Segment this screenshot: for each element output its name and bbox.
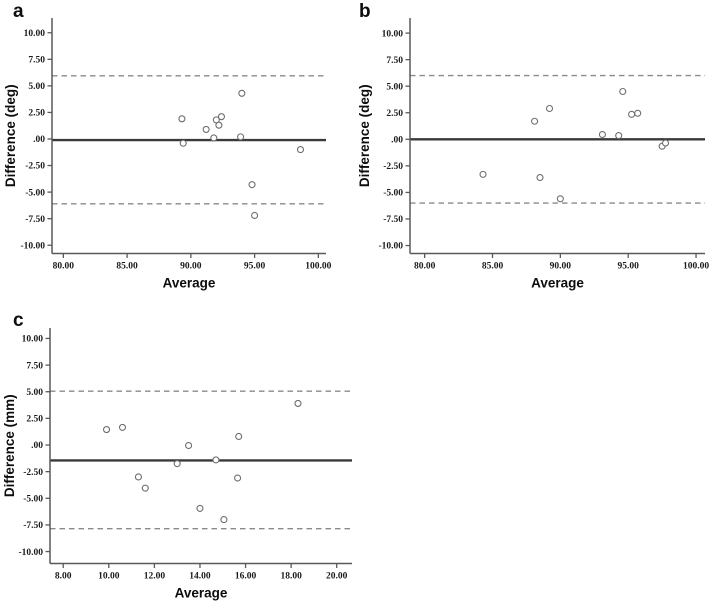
x-tick-label: 14.00 bbox=[189, 572, 211, 582]
data-point bbox=[479, 170, 487, 178]
y-tick-label: 10.00 bbox=[382, 29, 404, 39]
x-tick-label: 100.00 bbox=[683, 262, 709, 272]
data-point bbox=[556, 195, 564, 203]
y-tick-label: 2.50 bbox=[26, 415, 43, 425]
y-tick-label: 10.00 bbox=[22, 335, 44, 345]
data-point bbox=[598, 130, 606, 139]
data-point bbox=[210, 134, 218, 142]
y-axis-title: Difference (deg) bbox=[357, 84, 372, 187]
data-point bbox=[634, 109, 642, 117]
y-tick-label: -5.00 bbox=[23, 494, 43, 504]
y-tick-label: 2.50 bbox=[28, 109, 45, 119]
data-point bbox=[196, 504, 204, 512]
y-axis-title: Difference (mm) bbox=[2, 394, 17, 497]
y-tick-label: -7.50 bbox=[383, 215, 403, 225]
data-point bbox=[217, 113, 225, 121]
data-point bbox=[615, 132, 623, 140]
x-tick-label: 90.00 bbox=[180, 262, 202, 272]
data-point bbox=[248, 181, 256, 189]
data-point bbox=[536, 173, 544, 182]
panel-b-chart: b 10.00 7.50 5.00 2.50 .00 -2.50 -5.00 -7.50 -10.… bbox=[357, 1, 709, 291]
data-point bbox=[531, 117, 539, 125]
panel-a-chart: a10.00 7.50 5.00 2.50 .00 -2.50 -5.00 -7.50 -10.… bbox=[3, 1, 332, 291]
x-tick-label: 95.00 bbox=[618, 262, 640, 272]
data-point bbox=[215, 121, 223, 129]
y-tick-label: -10.00 bbox=[20, 241, 45, 251]
panel-letter-a: a bbox=[13, 1, 24, 22]
data-point bbox=[185, 441, 193, 450]
data-point bbox=[118, 423, 127, 431]
data-point bbox=[294, 399, 302, 407]
y-tick-label: -10.00 bbox=[378, 242, 403, 252]
x-tick-label: 80.00 bbox=[53, 262, 75, 272]
y-tick-label: -5.00 bbox=[383, 189, 403, 199]
data-point bbox=[141, 484, 149, 492]
data-point bbox=[237, 133, 245, 141]
x-tick-label: 10.00 bbox=[98, 572, 120, 582]
x-tick-label: 95.00 bbox=[244, 262, 266, 272]
data-point bbox=[234, 474, 242, 482]
x-tick-label: 85.00 bbox=[116, 262, 138, 272]
data-point bbox=[212, 456, 220, 464]
panel-letter-c: c bbox=[13, 310, 24, 331]
data-point bbox=[179, 139, 187, 147]
y-tick-label: -7.50 bbox=[23, 521, 43, 531]
y-tick-label: .00 bbox=[391, 136, 403, 146]
y-tick-label: 5.00 bbox=[28, 82, 45, 92]
y-tick-label: .00 bbox=[31, 441, 43, 451]
data-point bbox=[238, 89, 246, 97]
panel-letter-b: b bbox=[359, 1, 371, 22]
data-point bbox=[628, 110, 636, 118]
data-point bbox=[134, 473, 142, 481]
y-tick-label: .00 bbox=[33, 135, 45, 145]
y-tick-label: 2.50 bbox=[386, 109, 403, 119]
y-tick-label: -2.50 bbox=[383, 162, 403, 172]
data-point bbox=[661, 139, 670, 147]
y-tick-label: 5.00 bbox=[26, 388, 43, 398]
x-axis-title: Average bbox=[531, 276, 584, 291]
x-tick-label: 90.00 bbox=[550, 262, 572, 272]
x-axis-title: Average bbox=[163, 276, 216, 291]
x-tick-label: 85.00 bbox=[482, 262, 504, 272]
data-point bbox=[202, 125, 210, 133]
y-tick-label: -2.50 bbox=[23, 468, 43, 478]
x-tick-label: 100.00 bbox=[305, 262, 331, 272]
data-point bbox=[251, 211, 259, 220]
y-tick-label: -5.00 bbox=[25, 188, 45, 198]
data-point bbox=[235, 432, 243, 441]
x-tick-label: 12.00 bbox=[144, 572, 166, 582]
data-point bbox=[220, 516, 228, 524]
y-tick-label: 7.50 bbox=[386, 56, 403, 66]
y-tick-label: 7.50 bbox=[26, 361, 43, 371]
data-point bbox=[296, 146, 305, 154]
y-tick-label: -2.50 bbox=[25, 162, 45, 172]
x-axis-title: Average bbox=[175, 586, 228, 601]
x-tick-label: 18.00 bbox=[280, 572, 302, 582]
y-axis-title: Difference (deg) bbox=[3, 84, 18, 187]
data-point bbox=[178, 115, 186, 123]
x-tick-label: 20.00 bbox=[326, 572, 348, 582]
x-tick-label: 80.00 bbox=[414, 262, 436, 272]
y-tick-label: -10.00 bbox=[18, 548, 43, 558]
data-point bbox=[173, 460, 181, 468]
x-tick-label: 8.00 bbox=[55, 572, 72, 582]
y-tick-label: -7.50 bbox=[25, 215, 45, 225]
x-tick-label: 16.00 bbox=[235, 572, 257, 582]
panel-c-chart: c 10.00 7.50 5.00 2.50 .00 -2.50 -5.00 -7.50 -10.… bbox=[2, 310, 352, 601]
y-tick-label: 10.00 bbox=[24, 29, 46, 39]
data-point bbox=[102, 426, 111, 434]
y-tick-label: 5.00 bbox=[386, 82, 403, 92]
data-point bbox=[545, 104, 554, 113]
y-tick-label: 7.50 bbox=[28, 56, 45, 66]
data-point bbox=[619, 87, 627, 96]
